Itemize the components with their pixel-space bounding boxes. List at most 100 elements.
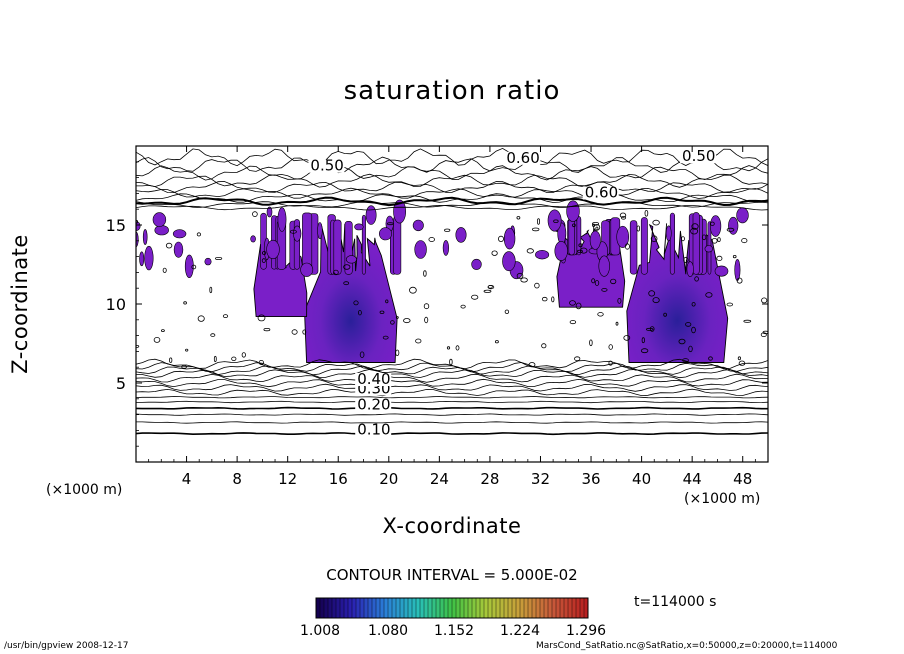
contour-blob-18	[726, 302, 733, 307]
contour-blob-73	[711, 238, 718, 244]
contour-blob-116	[678, 338, 686, 345]
colorbar-stripe-53	[528, 598, 533, 618]
contour-blob-65	[741, 238, 748, 244]
contour-line-18	[136, 187, 768, 199]
contour-label-1: 0.20	[357, 395, 390, 413]
contour-labels: 0.100.200.300.400.50 0.60 0.500.60	[308, 147, 717, 439]
contour-blob-79	[136, 345, 140, 348]
colorbar-stripe-29	[432, 598, 437, 618]
contour-line-20	[136, 173, 768, 188]
contour-blob-23	[423, 270, 427, 277]
cloud-patch-33	[412, 219, 424, 232]
contour-label-bg-3	[355, 373, 392, 386]
cloud-finger-1-0	[640, 217, 648, 275]
contour-blob-59	[455, 345, 460, 351]
contour-line-6	[136, 388, 768, 397]
contour-line-15	[136, 201, 768, 208]
cloud-patch-17	[152, 212, 167, 227]
contour-blob-76	[382, 335, 389, 340]
cloud-patch-3	[250, 235, 256, 243]
colorbar-stripe-59	[552, 598, 557, 618]
contour-blob-44	[620, 216, 627, 220]
contour-blob-32	[302, 329, 307, 335]
cloud-finger-0-3	[361, 214, 366, 275]
contour-blob-58	[644, 210, 649, 217]
colorbar-stripe-48	[508, 598, 513, 618]
contour-blob-55	[261, 258, 266, 263]
cloud-patch-53	[736, 207, 749, 224]
cloud-patch-41	[598, 255, 610, 277]
contour-blob-75	[685, 322, 692, 327]
contour-blob-98	[169, 357, 173, 363]
cloud-patch-31	[734, 258, 741, 281]
cloud-patch-4	[616, 225, 630, 248]
contour-blob-130	[191, 264, 197, 270]
cloud-patch-26	[378, 227, 392, 241]
cloud-patch-20	[714, 265, 729, 277]
colorbar-stripe-54	[532, 598, 537, 618]
cloud-patch-18	[345, 255, 357, 264]
contour-line-2	[136, 413, 768, 416]
contour-blob-67	[491, 250, 498, 256]
contour-blob-131	[196, 232, 201, 237]
colorbar-stripe-45	[496, 598, 501, 618]
x-tick-label-11: 48	[733, 470, 752, 488]
contour-blob-103	[541, 296, 548, 302]
contour-blob-96	[258, 359, 264, 365]
contour-blob-134	[444, 228, 451, 232]
contour-blob-139	[623, 335, 631, 341]
contour-blob-19	[504, 309, 510, 314]
contour-blob-62	[395, 316, 399, 319]
contour-blob-92	[592, 222, 600, 226]
contour-blob-129	[231, 356, 237, 361]
colorbar-stripe-11	[360, 598, 365, 618]
contour-label-bg-7	[582, 186, 619, 200]
cloud-patch-50	[554, 241, 568, 261]
contour-blob-30	[537, 218, 541, 225]
contour-blob-133	[516, 272, 524, 279]
cloud-patch-43	[144, 245, 154, 271]
contour-blob-89	[569, 300, 576, 306]
colorbar-stripe-23	[408, 598, 413, 618]
chart-title: saturation ratio	[343, 76, 561, 106]
colorbar-stripe-24	[412, 598, 417, 618]
cloud-patch-40	[266, 239, 280, 260]
contour-blob-132	[210, 333, 216, 337]
contour-blob-56	[761, 297, 768, 304]
colorbar-stripe-30	[436, 598, 441, 618]
colorbar	[315, 597, 589, 619]
contour-blob-114	[650, 235, 658, 243]
cloud-finger-0-0	[344, 221, 353, 275]
contour-blob-26	[181, 364, 188, 369]
contour-blob-106	[213, 355, 217, 363]
contour-blob-34	[449, 358, 453, 366]
contour-blob-121	[423, 303, 430, 310]
cloud-patch-49	[365, 205, 377, 225]
x-axis-unit-left: (×1000 m)	[46, 482, 123, 498]
cloud-patch-25	[471, 258, 482, 270]
x-axis-ticks: 4 8 12 16 20 24 28 32 36 40 44 48	[148, 146, 756, 488]
contour-line-0	[136, 432, 768, 436]
cloud-patch-35	[547, 209, 562, 232]
contour-blob-1	[594, 280, 600, 286]
colorbar-stripe-67	[584, 598, 589, 618]
contour-blob-127	[343, 264, 351, 270]
x-axis-label: X-coordinate	[382, 514, 522, 538]
cloud-finger-2-2	[302, 212, 313, 270]
colorbar-stripe-49	[512, 598, 517, 618]
contour-line-19	[136, 181, 768, 194]
contour-blob-115	[569, 320, 577, 325]
y-tick-label-1: 10	[106, 295, 126, 314]
colorbar-stripe-28	[428, 598, 433, 618]
colorbar-stripe-46	[500, 598, 505, 618]
contour-blob-111	[289, 229, 297, 234]
contour-blob-113	[683, 256, 689, 264]
colorbar-stripe-63	[568, 598, 573, 618]
colorbar-stripe-19	[392, 598, 397, 618]
contour-blob-48	[261, 251, 267, 255]
x-tick-label-2: 12	[278, 470, 297, 488]
x-tick-label-7: 32	[531, 470, 550, 488]
contour-blob-24	[691, 223, 699, 230]
colorbar-stripe-50	[516, 598, 521, 618]
x-tick-label-5: 24	[430, 470, 449, 488]
